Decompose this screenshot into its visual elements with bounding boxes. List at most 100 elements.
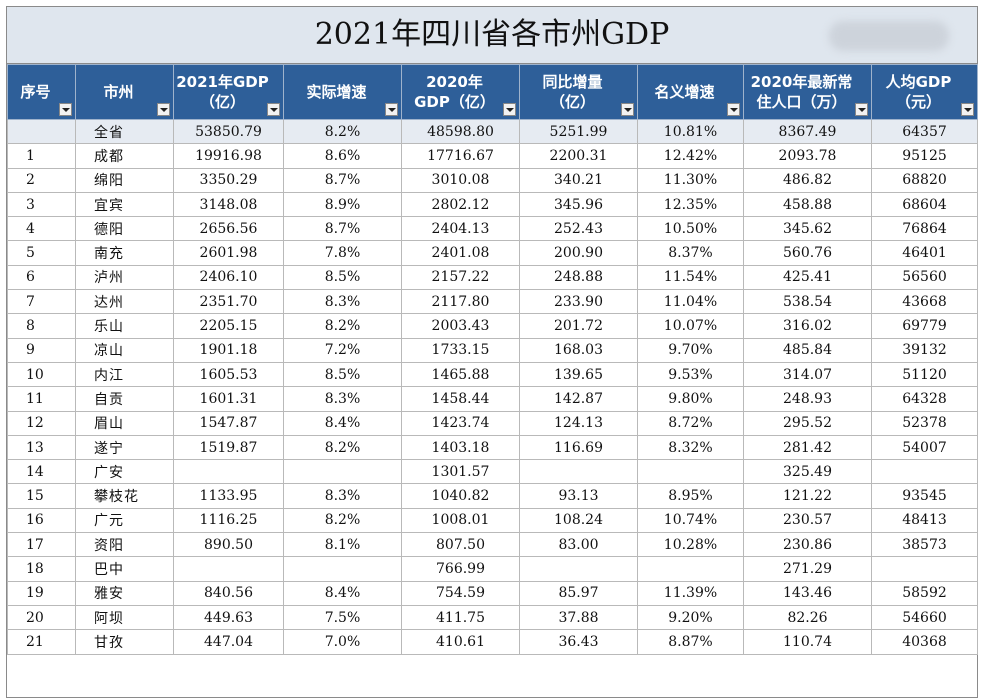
- table-cell[interactable]: 2802.12: [401, 191, 520, 218]
- table-cell[interactable]: 754.59: [401, 580, 520, 606]
- table-cell[interactable]: 1733.15: [401, 337, 520, 363]
- table-cell[interactable]: 93545: [871, 483, 978, 509]
- table-cell[interactable]: 230.57: [743, 507, 872, 534]
- table-cell[interactable]: 54660: [871, 604, 978, 631]
- table-cell[interactable]: 200.90: [519, 240, 638, 266]
- table-cell[interactable]: 345.96: [519, 191, 638, 218]
- table-cell[interactable]: 7.8%: [283, 240, 402, 266]
- table-cell[interactable]: 广安: [75, 459, 174, 485]
- table-cell[interactable]: 1547.87: [173, 410, 284, 436]
- table-cell[interactable]: 486.82: [743, 167, 872, 193]
- table-cell[interactable]: 2404.13: [401, 216, 520, 242]
- table-cell[interactable]: 54007: [871, 434, 978, 461]
- table-cell[interactable]: 眉山: [75, 410, 174, 436]
- table-cell[interactable]: 乐山: [75, 313, 174, 339]
- table-cell[interactable]: 19916.98: [173, 143, 284, 169]
- table-cell[interactable]: 8.2%: [283, 313, 402, 339]
- table-cell[interactable]: [7, 118, 76, 145]
- table-cell[interactable]: 8.4%: [283, 580, 402, 606]
- table-cell[interactable]: 2205.15: [173, 313, 284, 339]
- table-cell[interactable]: 64357: [871, 118, 978, 145]
- table-cell[interactable]: 1605.53: [173, 361, 284, 388]
- filter-dropdown-icon[interactable]: [59, 103, 72, 116]
- table-cell[interactable]: 14: [7, 459, 76, 485]
- table-cell[interactable]: [871, 556, 978, 582]
- table-cell[interactable]: 1519.87: [173, 434, 284, 461]
- table-cell[interactable]: 宜宾: [75, 191, 174, 218]
- table-cell[interactable]: 252.43: [519, 216, 638, 242]
- table-cell[interactable]: 142.87: [519, 386, 638, 412]
- table-cell[interactable]: 890.50: [173, 532, 284, 558]
- table-cell[interactable]: 1133.95: [173, 483, 284, 509]
- table-cell[interactable]: 8367.49: [743, 118, 872, 145]
- table-cell[interactable]: 凉山: [75, 337, 174, 363]
- table-cell[interactable]: [173, 556, 284, 582]
- table-cell[interactable]: 43668: [871, 289, 978, 315]
- table-cell[interactable]: 1: [7, 143, 76, 169]
- table-cell[interactable]: 248.93: [743, 386, 872, 412]
- table-cell[interactable]: 雅安: [75, 580, 174, 606]
- table-cell[interactable]: 17: [7, 532, 76, 558]
- table-cell[interactable]: 10.07%: [637, 313, 744, 339]
- table-cell[interactable]: 10.74%: [637, 507, 744, 534]
- table-cell[interactable]: 807.50: [401, 532, 520, 558]
- table-cell[interactable]: 成都: [75, 143, 174, 169]
- table-cell[interactable]: 8.9%: [283, 191, 402, 218]
- table-cell[interactable]: 560.76: [743, 240, 872, 266]
- table-cell[interactable]: 58592: [871, 580, 978, 606]
- table-cell[interactable]: 广元: [75, 507, 174, 534]
- table-cell[interactable]: 9.20%: [637, 604, 744, 631]
- table-cell[interactable]: 7.2%: [283, 337, 402, 363]
- filter-dropdown-icon[interactable]: [385, 103, 398, 116]
- table-cell[interactable]: 271.29: [743, 556, 872, 582]
- filter-dropdown-icon[interactable]: [727, 103, 740, 116]
- table-cell[interactable]: 37.88: [519, 604, 638, 631]
- table-cell[interactable]: 9.70%: [637, 337, 744, 363]
- table-cell[interactable]: 2656.56: [173, 216, 284, 242]
- table-cell[interactable]: 248.88: [519, 264, 638, 291]
- table-cell[interactable]: 124.13: [519, 410, 638, 436]
- table-cell[interactable]: 8.3%: [283, 386, 402, 412]
- table-cell[interactable]: 314.07: [743, 361, 872, 388]
- table-cell[interactable]: 11.39%: [637, 580, 744, 606]
- table-cell[interactable]: 7.5%: [283, 604, 402, 631]
- table-cell[interactable]: 316.02: [743, 313, 872, 339]
- table-cell[interactable]: 85.97: [519, 580, 638, 606]
- table-cell[interactable]: 40368: [871, 629, 978, 655]
- table-cell[interactable]: 2003.43: [401, 313, 520, 339]
- table-cell[interactable]: 1601.31: [173, 386, 284, 412]
- table-cell[interactable]: 1116.25: [173, 507, 284, 534]
- table-cell[interactable]: 281.42: [743, 434, 872, 461]
- table-cell[interactable]: 16: [7, 507, 76, 534]
- table-cell[interactable]: 7: [7, 289, 76, 315]
- table-cell[interactable]: 自贡: [75, 386, 174, 412]
- table-cell[interactable]: 8.37%: [637, 240, 744, 266]
- table-cell[interactable]: 资阳: [75, 532, 174, 558]
- table-cell[interactable]: 12.35%: [637, 191, 744, 218]
- table-cell[interactable]: [283, 556, 402, 582]
- table-cell[interactable]: 南充: [75, 240, 174, 266]
- table-cell[interactable]: 全省: [75, 118, 174, 145]
- table-cell[interactable]: 甘孜: [75, 629, 174, 655]
- table-cell[interactable]: 17716.67: [401, 143, 520, 169]
- table-cell[interactable]: 83.00: [519, 532, 638, 558]
- table-cell[interactable]: [283, 459, 402, 485]
- table-cell[interactable]: 15: [7, 483, 76, 509]
- table-cell[interactable]: 2406.10: [173, 264, 284, 291]
- table-cell[interactable]: 39132: [871, 337, 978, 363]
- table-cell[interactable]: 8.5%: [283, 361, 402, 388]
- table-cell[interactable]: 93.13: [519, 483, 638, 509]
- table-cell[interactable]: 8.5%: [283, 264, 402, 291]
- table-cell[interactable]: [637, 459, 744, 485]
- table-cell[interactable]: 8.32%: [637, 434, 744, 461]
- table-cell[interactable]: 13: [7, 434, 76, 461]
- table-cell[interactable]: 121.22: [743, 483, 872, 509]
- table-cell[interactable]: 18: [7, 556, 76, 582]
- table-cell[interactable]: 69779: [871, 313, 978, 339]
- table-cell[interactable]: 340.21: [519, 167, 638, 193]
- table-cell[interactable]: 8.2%: [283, 118, 402, 145]
- table-cell[interactable]: 2157.22: [401, 264, 520, 291]
- table-cell[interactable]: 8.72%: [637, 410, 744, 436]
- table-cell[interactable]: [519, 459, 638, 485]
- table-cell[interactable]: 12: [7, 410, 76, 436]
